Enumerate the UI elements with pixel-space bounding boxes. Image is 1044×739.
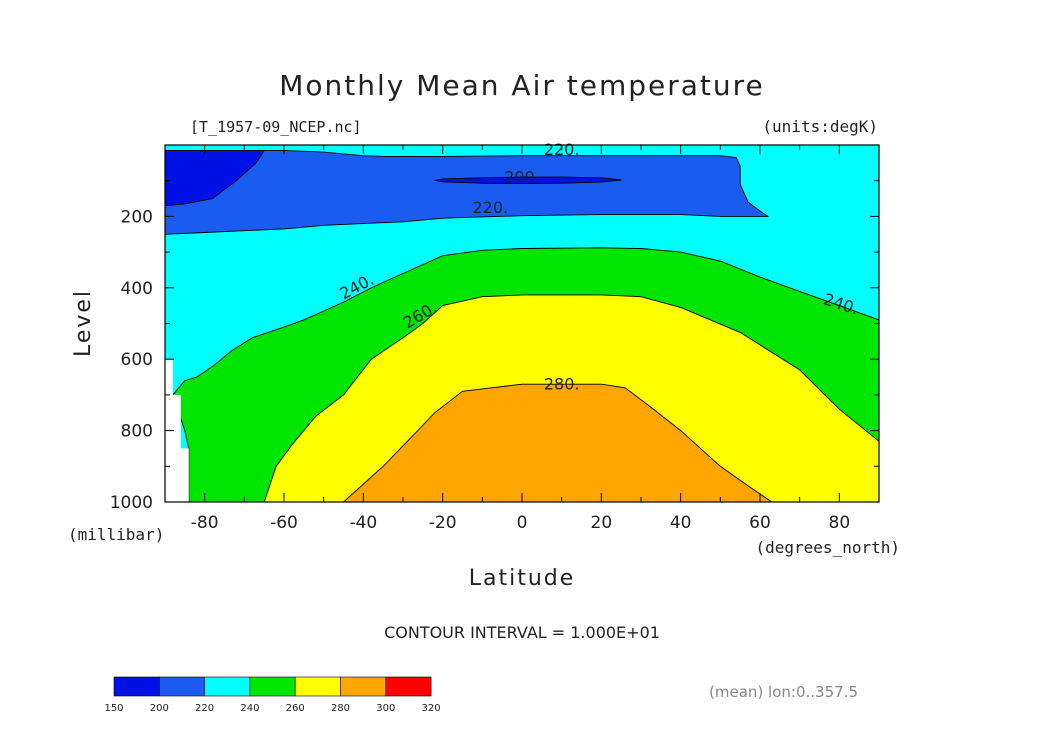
colorbar-swatch-4 (249, 676, 296, 697)
colorbar-level-label: 220 (195, 703, 214, 714)
x-tick-label: 0 (517, 513, 528, 533)
x-axis: -80 -60 -40 -20 0 20 40 60 80 (164, 145, 880, 533)
chart-title: Monthly Mean Air temperature (279, 69, 765, 102)
x-tick-label: -40 (349, 513, 377, 533)
contour-region-3 (434, 176, 622, 185)
colorbar-swatch-5 (294, 676, 341, 697)
x-axis-title: Latitude (469, 566, 576, 591)
missing-data-region (165, 359, 189, 502)
colorbar-level-label: 260 (286, 703, 305, 714)
contour-label-6: 280. (544, 375, 580, 394)
x-axis-units: (degrees_north) (756, 538, 901, 557)
y-tick-label: 200 (121, 207, 153, 227)
colorbar-swatch-6 (340, 676, 387, 697)
x-tick-label: 80 (829, 513, 851, 533)
filled-contour-regions (164, 149, 880, 503)
contour-region-2 (164, 149, 266, 207)
plot-area: 220.200.220.240.260.280.240. -80 -60 -40 -2… (110, 140, 880, 533)
contour-interval-label: CONTOUR INTERVAL = 1.000E+01 (384, 623, 660, 642)
file-label: [T_1957-09_NCEP.nc] (190, 118, 362, 136)
contour-region-6 (342, 383, 774, 503)
colorbar-swatch-3 (204, 676, 251, 697)
y-tick-label: 800 (121, 422, 153, 442)
contour-region-1 (164, 149, 770, 235)
y-axis-title: Level (71, 289, 96, 357)
x-tick-label: -60 (270, 513, 298, 533)
y-tick-label: 1000 (110, 493, 153, 513)
x-tick-label: 40 (670, 513, 692, 533)
colorbar-level-label: 150 (104, 703, 123, 714)
colorbar-level-label: 320 (422, 703, 441, 714)
colorbar-level-label: 280 (331, 703, 350, 714)
y-axis-units: (millibar) (68, 525, 164, 544)
averaging-note: (mean) lon:0..357.5 (709, 683, 858, 701)
colorbar-level-label: 240 (240, 703, 259, 714)
colorbar: 150 200 220 240 260 280 300 320 (104, 676, 441, 714)
units-label: (units:degK) (762, 117, 878, 136)
colorbar-swatch-2 (159, 676, 205, 697)
colorbar-swatch-1 (113, 676, 160, 697)
x-tick-label: -20 (429, 513, 457, 533)
colorbar-swatch-7 (385, 676, 432, 697)
x-tick-label: 20 (591, 513, 613, 533)
contour-label-2: 200. (504, 167, 540, 186)
colorbar-level-label: 300 (376, 703, 395, 714)
x-tick-label: 60 (749, 513, 771, 533)
y-axis: 200 400 600 800 1000 (110, 180, 879, 513)
colorbar-level-label: 200 (150, 703, 169, 714)
y-tick-label: 400 (121, 279, 153, 299)
contour-label-3: 220. (472, 198, 508, 217)
x-tick-label: -80 (191, 513, 219, 533)
y-tick-label: 600 (121, 350, 153, 370)
